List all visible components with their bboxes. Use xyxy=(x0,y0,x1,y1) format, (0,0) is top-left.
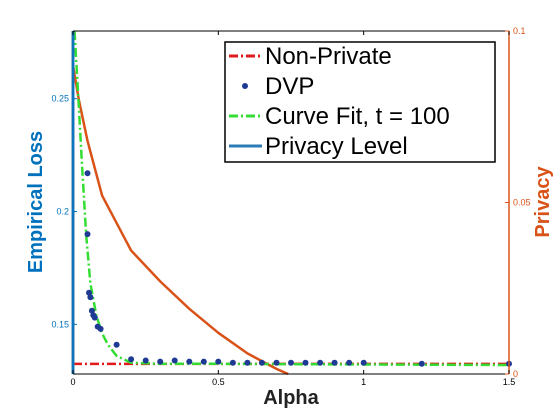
legend-label: Privacy Level xyxy=(265,133,408,160)
dvp-point xyxy=(273,359,280,366)
dvp-point xyxy=(215,358,222,365)
dvp-point xyxy=(229,359,236,366)
dvp-point xyxy=(258,359,265,366)
axes-layer: 0 0.5 1 1.5 0.15 0.2 0.25 0 0.05 0.1 xyxy=(51,26,530,387)
dvp-point xyxy=(84,231,91,238)
dvp-point xyxy=(346,359,353,366)
legend-label: Non-Private xyxy=(265,43,392,70)
dvp-point xyxy=(91,314,98,321)
dvp-point xyxy=(86,289,92,296)
dvp-point xyxy=(88,307,95,314)
dvp-point xyxy=(186,358,193,365)
curve-fit-line xyxy=(73,30,510,367)
x-tick-label: 0.5 xyxy=(212,377,225,387)
dvp-point xyxy=(142,357,149,364)
dvp-point xyxy=(288,359,294,366)
dvp-point xyxy=(87,294,94,301)
dvp-point xyxy=(97,325,104,332)
right-y-tick-label: 0.1 xyxy=(513,26,526,36)
dvp-point xyxy=(418,360,425,367)
left-y-axis-label: Empirical Loss xyxy=(25,131,47,273)
dvp-point xyxy=(360,359,367,366)
dvp-point xyxy=(200,358,207,365)
legend: Non-Private DVP Curve Fit, t = 100 Privacy … xyxy=(224,41,496,163)
legend-label: DVP xyxy=(265,73,314,100)
dvp-point xyxy=(84,170,91,177)
x-tick-label: 1.5 xyxy=(503,377,516,387)
x-tick-label: 0 xyxy=(70,377,75,387)
x-tick-label: 1 xyxy=(361,377,366,387)
dvp-point xyxy=(171,357,178,364)
dvp-point xyxy=(113,341,120,348)
x-axis-label: Alpha xyxy=(263,387,319,409)
legend-swatch xyxy=(242,83,248,89)
left-y-tick-label: 0.2 xyxy=(56,207,69,217)
legend-label: Curve Fit, t = 100 xyxy=(265,103,450,130)
dvp-point xyxy=(157,358,164,365)
dvp-point xyxy=(128,356,135,363)
legend-box xyxy=(224,41,496,163)
dvp-point xyxy=(317,359,324,366)
dvp-point xyxy=(331,359,338,366)
right-y-tick-label: 0.05 xyxy=(513,198,531,208)
privacy-curve xyxy=(71,65,289,376)
left-y-tick-label: 0.15 xyxy=(51,319,69,329)
dvp-point xyxy=(302,359,309,366)
left-y-tick-label: 0.25 xyxy=(51,94,69,104)
right-y-tick-label: 0 xyxy=(513,369,518,379)
right-y-axis-label: Privacy xyxy=(532,166,554,238)
dvp-point xyxy=(244,359,251,366)
